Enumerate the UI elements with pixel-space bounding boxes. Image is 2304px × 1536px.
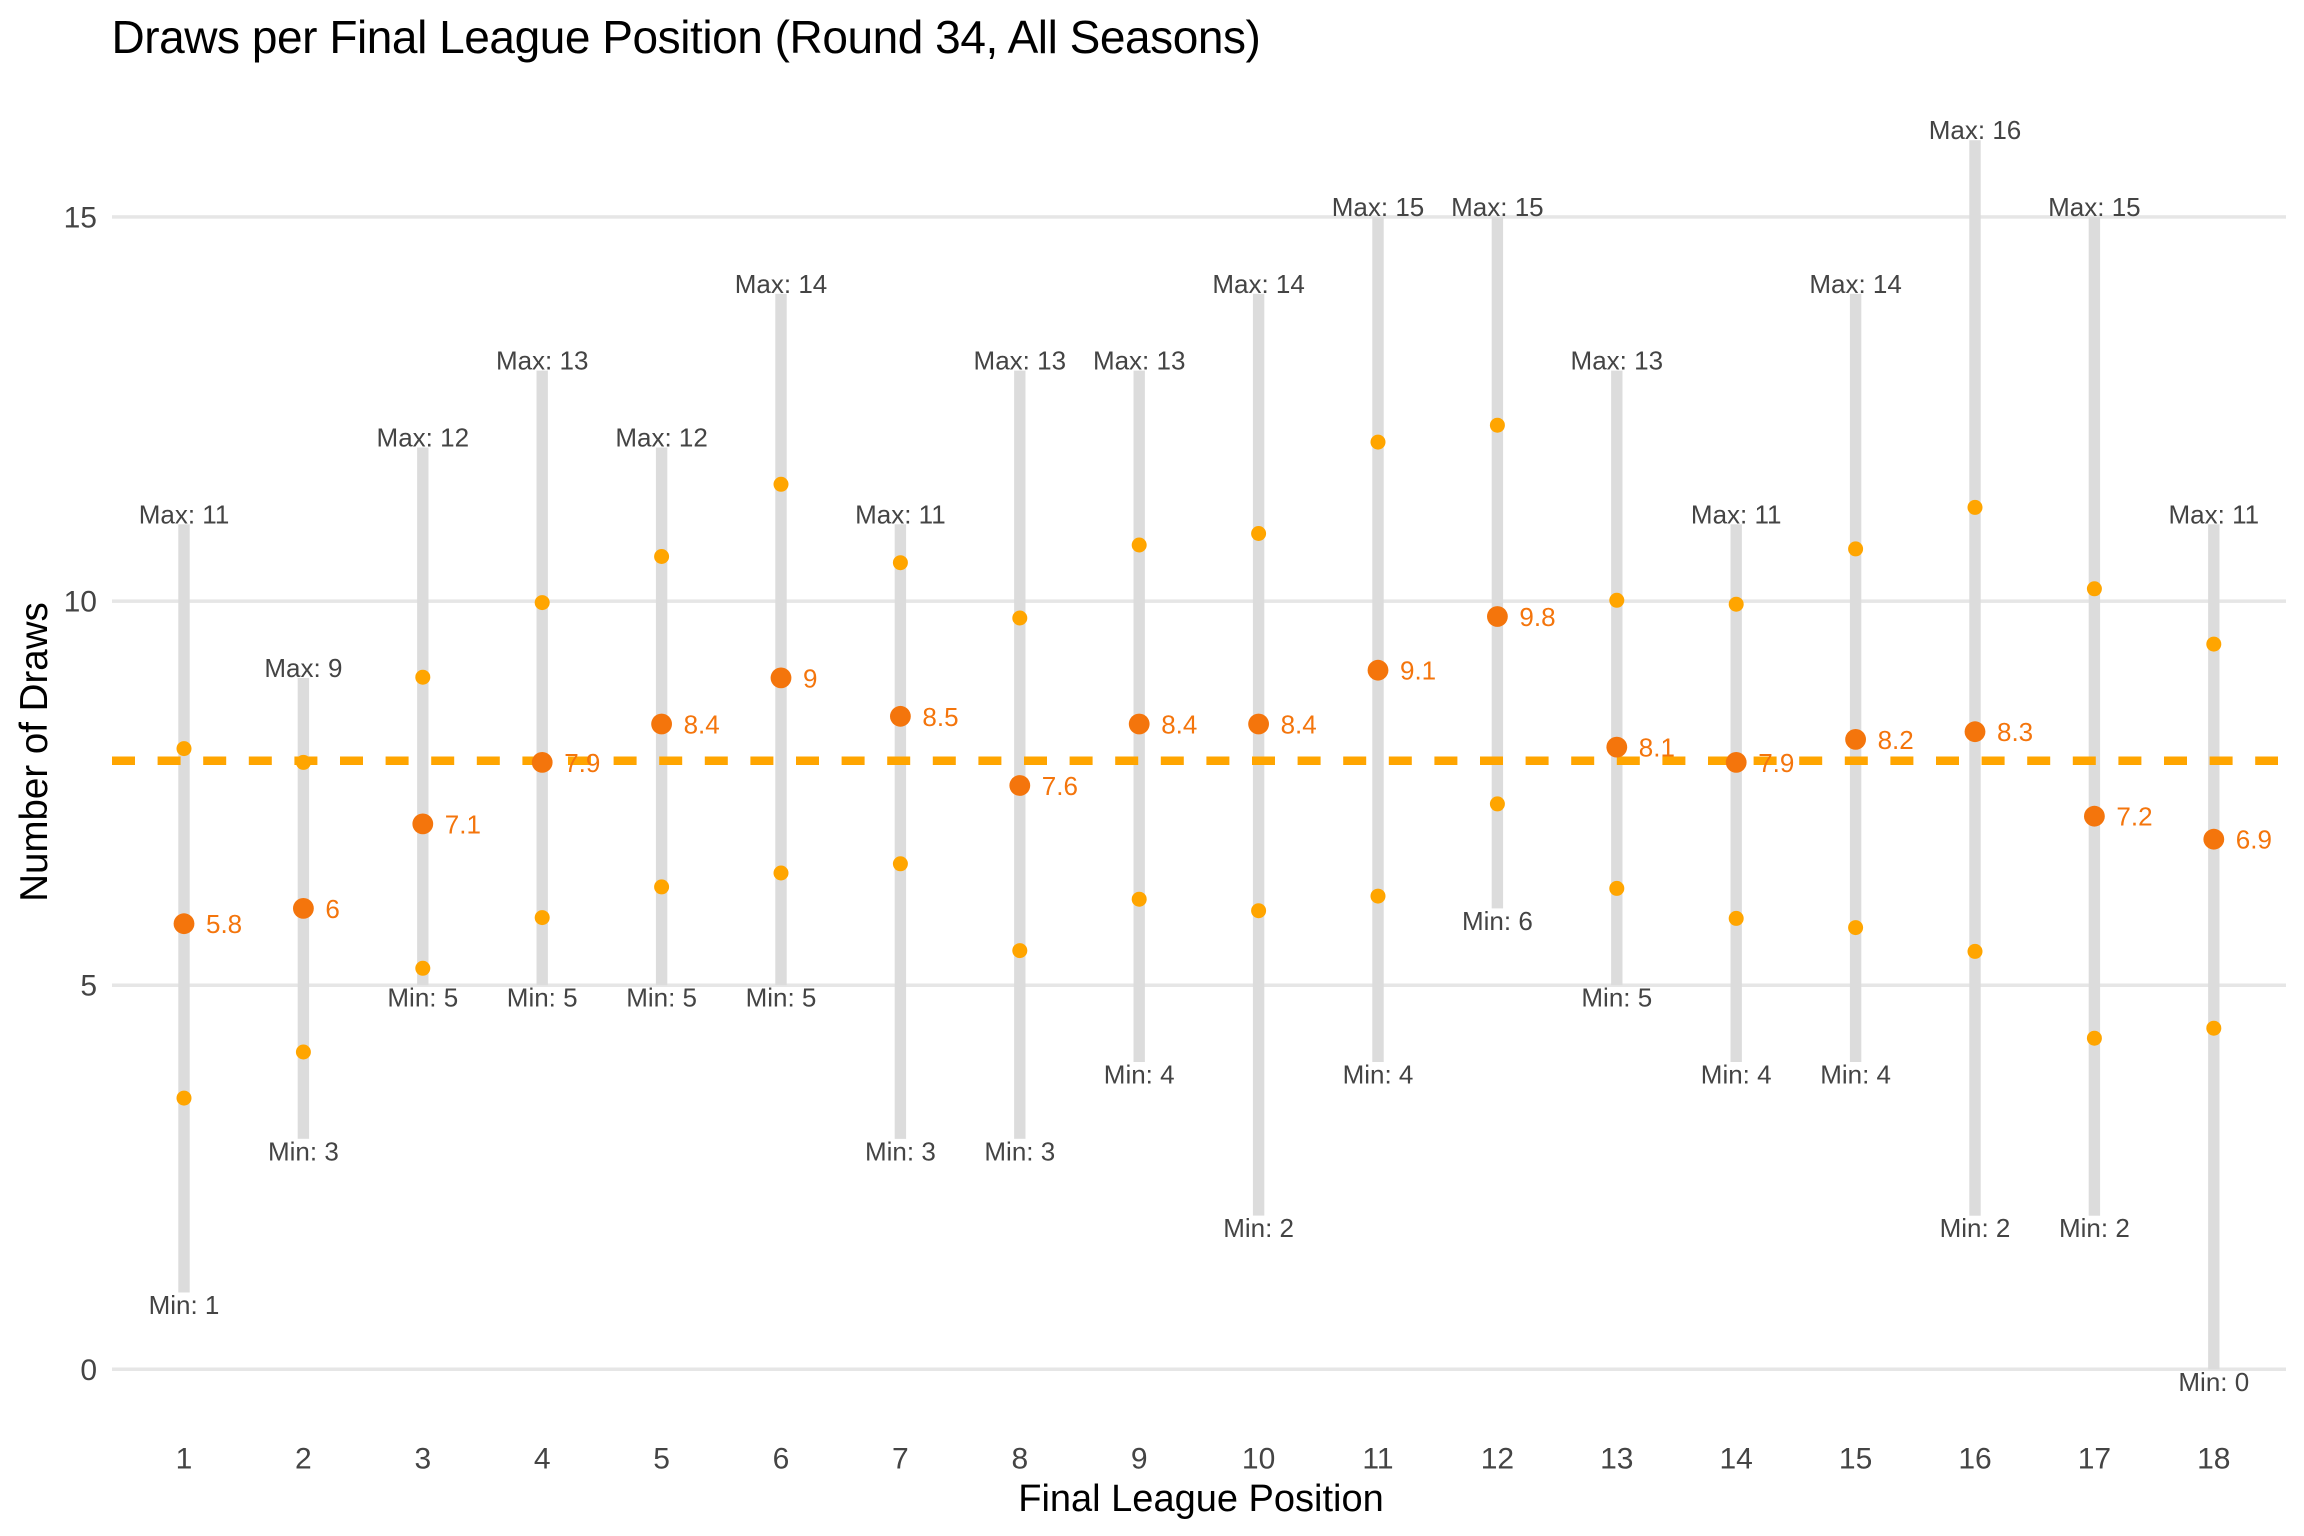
svg-text:9: 9 — [1131, 1443, 1148, 1476]
svg-text:Max: 15: Max: 15 — [1451, 192, 1544, 222]
svg-text:Max: 9: Max: 9 — [264, 653, 342, 683]
svg-text:4: 4 — [534, 1443, 551, 1476]
svg-text:Max: 11: Max: 11 — [139, 499, 230, 529]
svg-text:Max: 12: Max: 12 — [615, 423, 708, 453]
svg-text:9.1: 9.1 — [1400, 656, 1436, 686]
svg-text:8.1: 8.1 — [1639, 733, 1675, 763]
svg-text:8.2: 8.2 — [1878, 725, 1914, 755]
svg-text:Min: 2: Min: 2 — [2059, 1213, 2130, 1243]
svg-text:5: 5 — [653, 1443, 670, 1476]
svg-text:Min: 2: Min: 2 — [1940, 1213, 2011, 1243]
svg-text:6: 6 — [773, 1443, 790, 1476]
svg-text:Final League Position: Final League Position — [1018, 1478, 1383, 1520]
svg-text:Min: 3: Min: 3 — [268, 1136, 339, 1166]
svg-text:8.5: 8.5 — [922, 702, 958, 732]
svg-text:Min: 5: Min: 5 — [626, 983, 697, 1013]
svg-text:Min: 5: Min: 5 — [387, 983, 458, 1013]
svg-text:Max: 13: Max: 13 — [1093, 346, 1186, 376]
svg-text:2: 2 — [295, 1443, 312, 1476]
svg-text:Min: 3: Min: 3 — [865, 1136, 936, 1166]
svg-text:Min: 4: Min: 4 — [1343, 1060, 1414, 1090]
svg-text:18: 18 — [2197, 1443, 2230, 1476]
svg-text:7.9: 7.9 — [564, 748, 600, 778]
svg-text:Min: 5: Min: 5 — [746, 983, 817, 1013]
svg-text:Min: 2: Min: 2 — [1223, 1213, 1294, 1243]
svg-text:Max: 13: Max: 13 — [1571, 346, 1664, 376]
svg-text:Min: 6: Min: 6 — [1462, 906, 1533, 936]
svg-text:Min: 4: Min: 4 — [1104, 1060, 1175, 1090]
svg-text:12: 12 — [1481, 1443, 1514, 1476]
svg-text:7.2: 7.2 — [2116, 802, 2152, 832]
svg-text:Number of Draws: Number of Draws — [13, 602, 56, 902]
svg-text:11: 11 — [1362, 1443, 1393, 1476]
svg-text:Draws per Final League Positio: Draws per Final League Position (Round 3… — [112, 11, 1261, 63]
svg-text:14: 14 — [1720, 1443, 1753, 1476]
svg-text:Max: 11: Max: 11 — [2169, 499, 2260, 529]
svg-text:0: 0 — [80, 1354, 97, 1387]
svg-text:15: 15 — [64, 202, 97, 235]
svg-text:3: 3 — [414, 1443, 431, 1476]
svg-text:Min: 5: Min: 5 — [1581, 983, 1652, 1013]
svg-text:5.8: 5.8 — [206, 909, 242, 939]
svg-text:Max: 14: Max: 14 — [735, 269, 828, 299]
svg-text:7.6: 7.6 — [1042, 771, 1078, 801]
svg-text:Max: 13: Max: 13 — [496, 346, 589, 376]
svg-text:8.3: 8.3 — [1997, 717, 2033, 747]
svg-text:16: 16 — [1958, 1443, 1991, 1476]
svg-text:10: 10 — [64, 586, 97, 619]
svg-text:Min: 4: Min: 4 — [1701, 1060, 1772, 1090]
svg-text:Max: 15: Max: 15 — [1332, 192, 1425, 222]
svg-text:Max: 15: Max: 15 — [2048, 192, 2141, 222]
svg-text:7.1: 7.1 — [445, 809, 481, 839]
svg-text:7: 7 — [892, 1443, 909, 1476]
svg-text:8.4: 8.4 — [1281, 710, 1317, 740]
svg-text:Min: 3: Min: 3 — [984, 1136, 1055, 1166]
svg-text:5: 5 — [80, 970, 97, 1003]
svg-text:6.9: 6.9 — [2236, 825, 2272, 855]
svg-text:8.4: 8.4 — [1161, 710, 1197, 740]
svg-text:Max: 11: Max: 11 — [1691, 499, 1782, 529]
svg-text:7.9: 7.9 — [1758, 748, 1794, 778]
svg-text:9: 9 — [803, 663, 817, 693]
svg-text:9.8: 9.8 — [1519, 602, 1555, 632]
svg-text:8: 8 — [1011, 1443, 1028, 1476]
svg-text:10: 10 — [1242, 1443, 1275, 1476]
svg-text:Max: 14: Max: 14 — [1212, 269, 1305, 299]
svg-text:Min: 1: Min: 1 — [149, 1290, 220, 1320]
svg-text:Min: 5: Min: 5 — [507, 983, 578, 1013]
svg-text:Min: 0: Min: 0 — [2178, 1367, 2249, 1397]
svg-text:1: 1 — [176, 1443, 193, 1476]
svg-text:Max: 13: Max: 13 — [974, 346, 1067, 376]
svg-text:Max: 11: Max: 11 — [855, 499, 946, 529]
svg-text:Max: 12: Max: 12 — [377, 423, 470, 453]
svg-text:15: 15 — [1839, 1443, 1872, 1476]
svg-text:6: 6 — [325, 894, 339, 924]
svg-text:Max: 14: Max: 14 — [1809, 269, 1902, 299]
svg-text:Min: 4: Min: 4 — [1820, 1060, 1891, 1090]
svg-text:8.4: 8.4 — [684, 710, 720, 740]
svg-text:17: 17 — [2078, 1443, 2111, 1476]
svg-text:13: 13 — [1600, 1443, 1633, 1476]
svg-text:Max: 16: Max: 16 — [1929, 115, 2022, 145]
